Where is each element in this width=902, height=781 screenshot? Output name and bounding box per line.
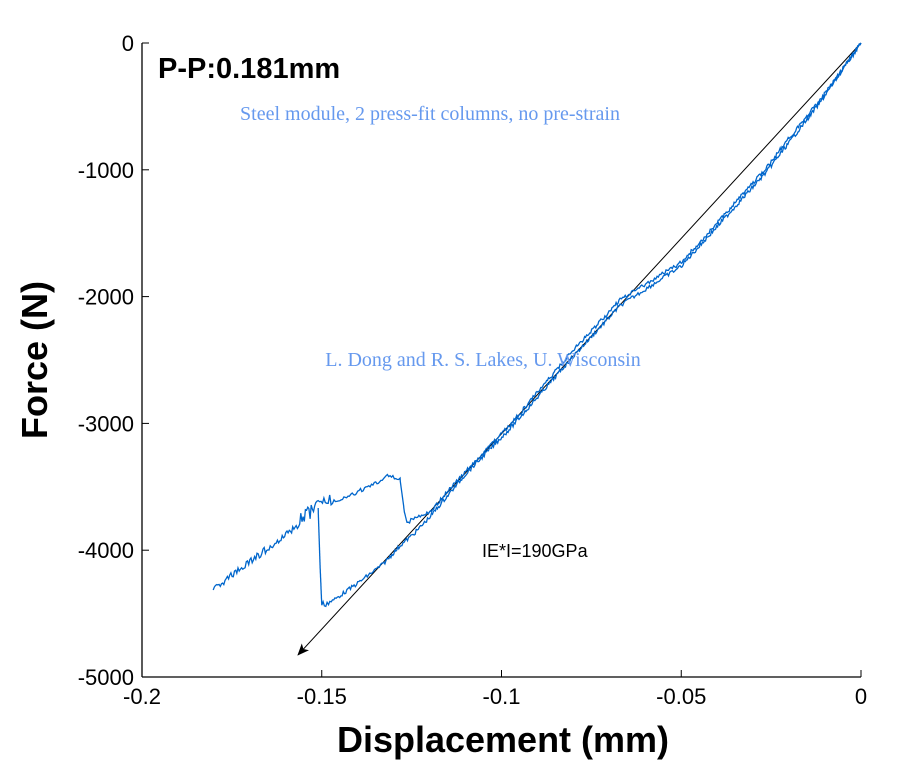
fit-line-label: IE*I=190GPa bbox=[482, 541, 589, 561]
y-tick-label: -3000 bbox=[78, 411, 134, 436]
series-unloading-line bbox=[317, 42, 862, 608]
chart-title: P-P:0.181mm bbox=[158, 53, 340, 85]
y-tick-label: -2000 bbox=[78, 285, 134, 310]
y-tick-label: -1000 bbox=[78, 158, 134, 183]
annotation-authors: L. Dong and R. S. Lakes, U. Wisconsin bbox=[325, 349, 640, 371]
y-tick-label: -4000 bbox=[78, 538, 134, 563]
y-tick-label: 0 bbox=[122, 31, 134, 56]
fit-line bbox=[297, 42, 862, 656]
x-tick-label: -0.05 bbox=[656, 684, 706, 709]
y-axis-label: Force (N) bbox=[14, 281, 55, 439]
series-group bbox=[212, 42, 862, 656]
x-axis-label: Displacement (mm) bbox=[337, 719, 669, 760]
annotation-module: Steel module, 2 press-fit columns, no pr… bbox=[240, 103, 620, 125]
series-loading-line bbox=[212, 42, 862, 591]
y-tick-label: -5000 bbox=[78, 665, 134, 690]
x-tick-label: -0.1 bbox=[483, 684, 521, 709]
x-tick-label: -0.15 bbox=[297, 684, 347, 709]
x-tick-label: -0.2 bbox=[123, 684, 161, 709]
axes: -0.2 -0.15 -0.1 -0.05 0 0 -1000 -2000 -3000 -4000… bbox=[78, 31, 867, 709]
x-tick-label: 0 bbox=[855, 684, 867, 709]
